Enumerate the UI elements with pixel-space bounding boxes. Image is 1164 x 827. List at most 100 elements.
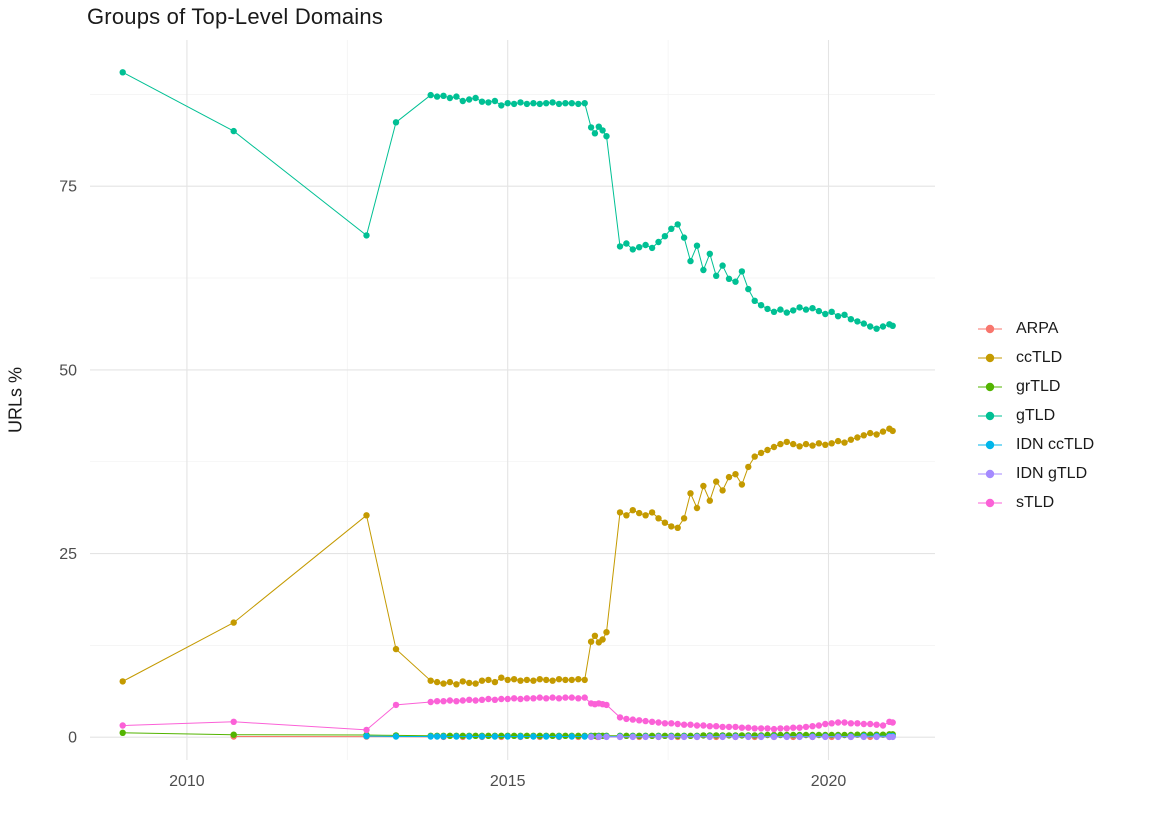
data-point <box>764 305 771 313</box>
data-point <box>530 677 537 684</box>
data-point <box>719 723 726 731</box>
data-point <box>491 97 499 105</box>
data-point <box>751 297 758 304</box>
data-point <box>642 733 649 741</box>
data-point <box>453 733 460 740</box>
legend-label: IDN gTLD <box>1016 464 1088 482</box>
data-point <box>732 723 739 731</box>
y-tick-label: 0 <box>68 730 77 747</box>
data-point <box>530 733 537 740</box>
data-point <box>757 725 765 732</box>
data-point <box>581 733 588 740</box>
data-point <box>725 723 733 731</box>
data-point <box>575 695 582 702</box>
data-point <box>472 680 479 687</box>
data-point <box>738 732 746 739</box>
x-tick-label: 2020 <box>811 773 847 790</box>
data-point <box>693 504 701 512</box>
data-point <box>555 676 563 683</box>
data-point <box>575 676 582 683</box>
data-point <box>796 443 803 450</box>
data-point <box>783 309 790 316</box>
data-point <box>751 725 758 732</box>
data-point <box>485 695 492 703</box>
data-point <box>230 731 237 738</box>
legend-label: grTLD <box>1016 377 1061 395</box>
legend-item-sTLD: sTLD <box>977 488 1094 517</box>
data-point <box>427 91 434 99</box>
data-point <box>498 695 505 703</box>
data-point <box>847 436 855 443</box>
x-tick-label: 2015 <box>490 773 526 790</box>
data-point <box>879 722 887 729</box>
data-point <box>847 720 855 727</box>
data-point <box>687 490 694 497</box>
legend-label: gTLD <box>1016 406 1056 424</box>
data-point <box>713 723 720 730</box>
data-point <box>860 733 867 741</box>
data-point <box>575 732 582 739</box>
legend-key-icon <box>978 353 1002 362</box>
legend-key-icon <box>978 382 1002 391</box>
data-point <box>822 310 829 318</box>
data-point <box>478 733 486 740</box>
data-point <box>860 432 867 439</box>
data-point <box>517 695 524 703</box>
data-point <box>680 721 688 728</box>
data-point <box>738 268 746 275</box>
data-point <box>854 318 861 325</box>
data-point <box>706 733 713 741</box>
data-point <box>873 721 880 728</box>
data-point <box>889 322 896 329</box>
data-point <box>879 428 887 435</box>
data-point <box>440 733 447 740</box>
data-point <box>809 305 816 312</box>
data-point <box>485 732 492 739</box>
data-point <box>623 512 630 519</box>
data-point <box>796 724 803 731</box>
data-point <box>440 698 447 705</box>
legend-key-icon <box>978 498 1002 507</box>
data-point <box>603 701 610 709</box>
data-point <box>466 679 473 687</box>
data-point <box>642 241 649 249</box>
data-point <box>478 98 486 105</box>
data-point <box>834 437 842 445</box>
data-point <box>491 733 499 740</box>
data-point <box>485 676 492 684</box>
data-point <box>603 733 610 741</box>
data-point <box>770 725 778 733</box>
data-point <box>847 733 855 741</box>
data-point <box>472 732 479 739</box>
data-point <box>504 100 511 107</box>
data-point <box>719 487 726 494</box>
data-point <box>847 316 855 323</box>
data-point <box>485 99 492 106</box>
data-point <box>536 732 543 739</box>
data-point <box>802 723 810 731</box>
data-point <box>661 519 669 526</box>
chart-title: Groups of Top-Level Domains <box>87 4 384 29</box>
data-point <box>363 726 370 734</box>
data-point <box>687 721 694 728</box>
data-point <box>446 678 454 686</box>
data-point <box>687 257 694 265</box>
data-point <box>119 678 126 685</box>
data-point <box>642 512 649 519</box>
data-point <box>549 99 556 106</box>
data-point <box>809 442 816 449</box>
data-point <box>575 100 582 108</box>
data-point <box>693 733 701 741</box>
data-point <box>815 307 823 315</box>
data-point <box>713 732 720 739</box>
legend-label: ccTLD <box>1016 348 1063 366</box>
data-point <box>433 93 441 100</box>
data-point <box>510 676 518 683</box>
data-point <box>599 127 606 134</box>
data-point <box>119 722 126 729</box>
data-point <box>549 694 556 701</box>
legend-key-icon <box>978 469 1002 478</box>
data-point <box>629 733 636 741</box>
data-point <box>745 733 752 741</box>
data-point <box>841 439 848 446</box>
